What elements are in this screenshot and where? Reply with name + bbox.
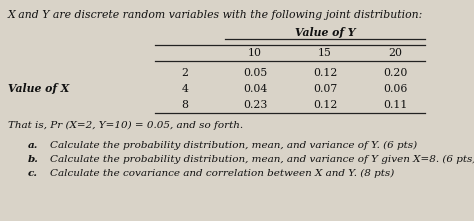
Text: That is, Pr (X=2, Y=10) = 0.05, and so forth.: That is, Pr (X=2, Y=10) = 0.05, and so f… [8, 121, 243, 130]
Text: Calculate the probability distribution, mean, and variance of Y given X=8. (6 pt: Calculate the probability distribution, … [50, 155, 474, 164]
Text: b.: b. [28, 155, 39, 164]
Text: Value of Y: Value of Y [295, 27, 355, 38]
Text: 0.12: 0.12 [313, 68, 337, 78]
Text: Value of X: Value of X [8, 84, 69, 95]
Text: 0.12: 0.12 [313, 100, 337, 110]
Text: 0.11: 0.11 [383, 100, 407, 110]
Text: Calculate the covariance and correlation between X and Y. (8 pts): Calculate the covariance and correlation… [50, 169, 394, 178]
Text: 2: 2 [182, 68, 189, 78]
Text: 0.06: 0.06 [383, 84, 407, 94]
Text: a.: a. [28, 141, 38, 150]
Text: 0.07: 0.07 [313, 84, 337, 94]
Text: 0.20: 0.20 [383, 68, 407, 78]
Text: 4: 4 [182, 84, 189, 94]
Text: 0.04: 0.04 [243, 84, 267, 94]
Text: 10: 10 [248, 48, 262, 58]
Text: X and Y are discrete random variables with the following joint distribution:: X and Y are discrete random variables wi… [8, 10, 423, 20]
Text: Calculate the probability distribution, mean, and variance of Y. (6 pts): Calculate the probability distribution, … [50, 141, 417, 150]
Text: 8: 8 [182, 100, 189, 110]
Text: 20: 20 [388, 48, 402, 58]
Text: 0.05: 0.05 [243, 68, 267, 78]
Text: c.: c. [28, 169, 38, 178]
Text: 0.23: 0.23 [243, 100, 267, 110]
Text: 15: 15 [318, 48, 332, 58]
